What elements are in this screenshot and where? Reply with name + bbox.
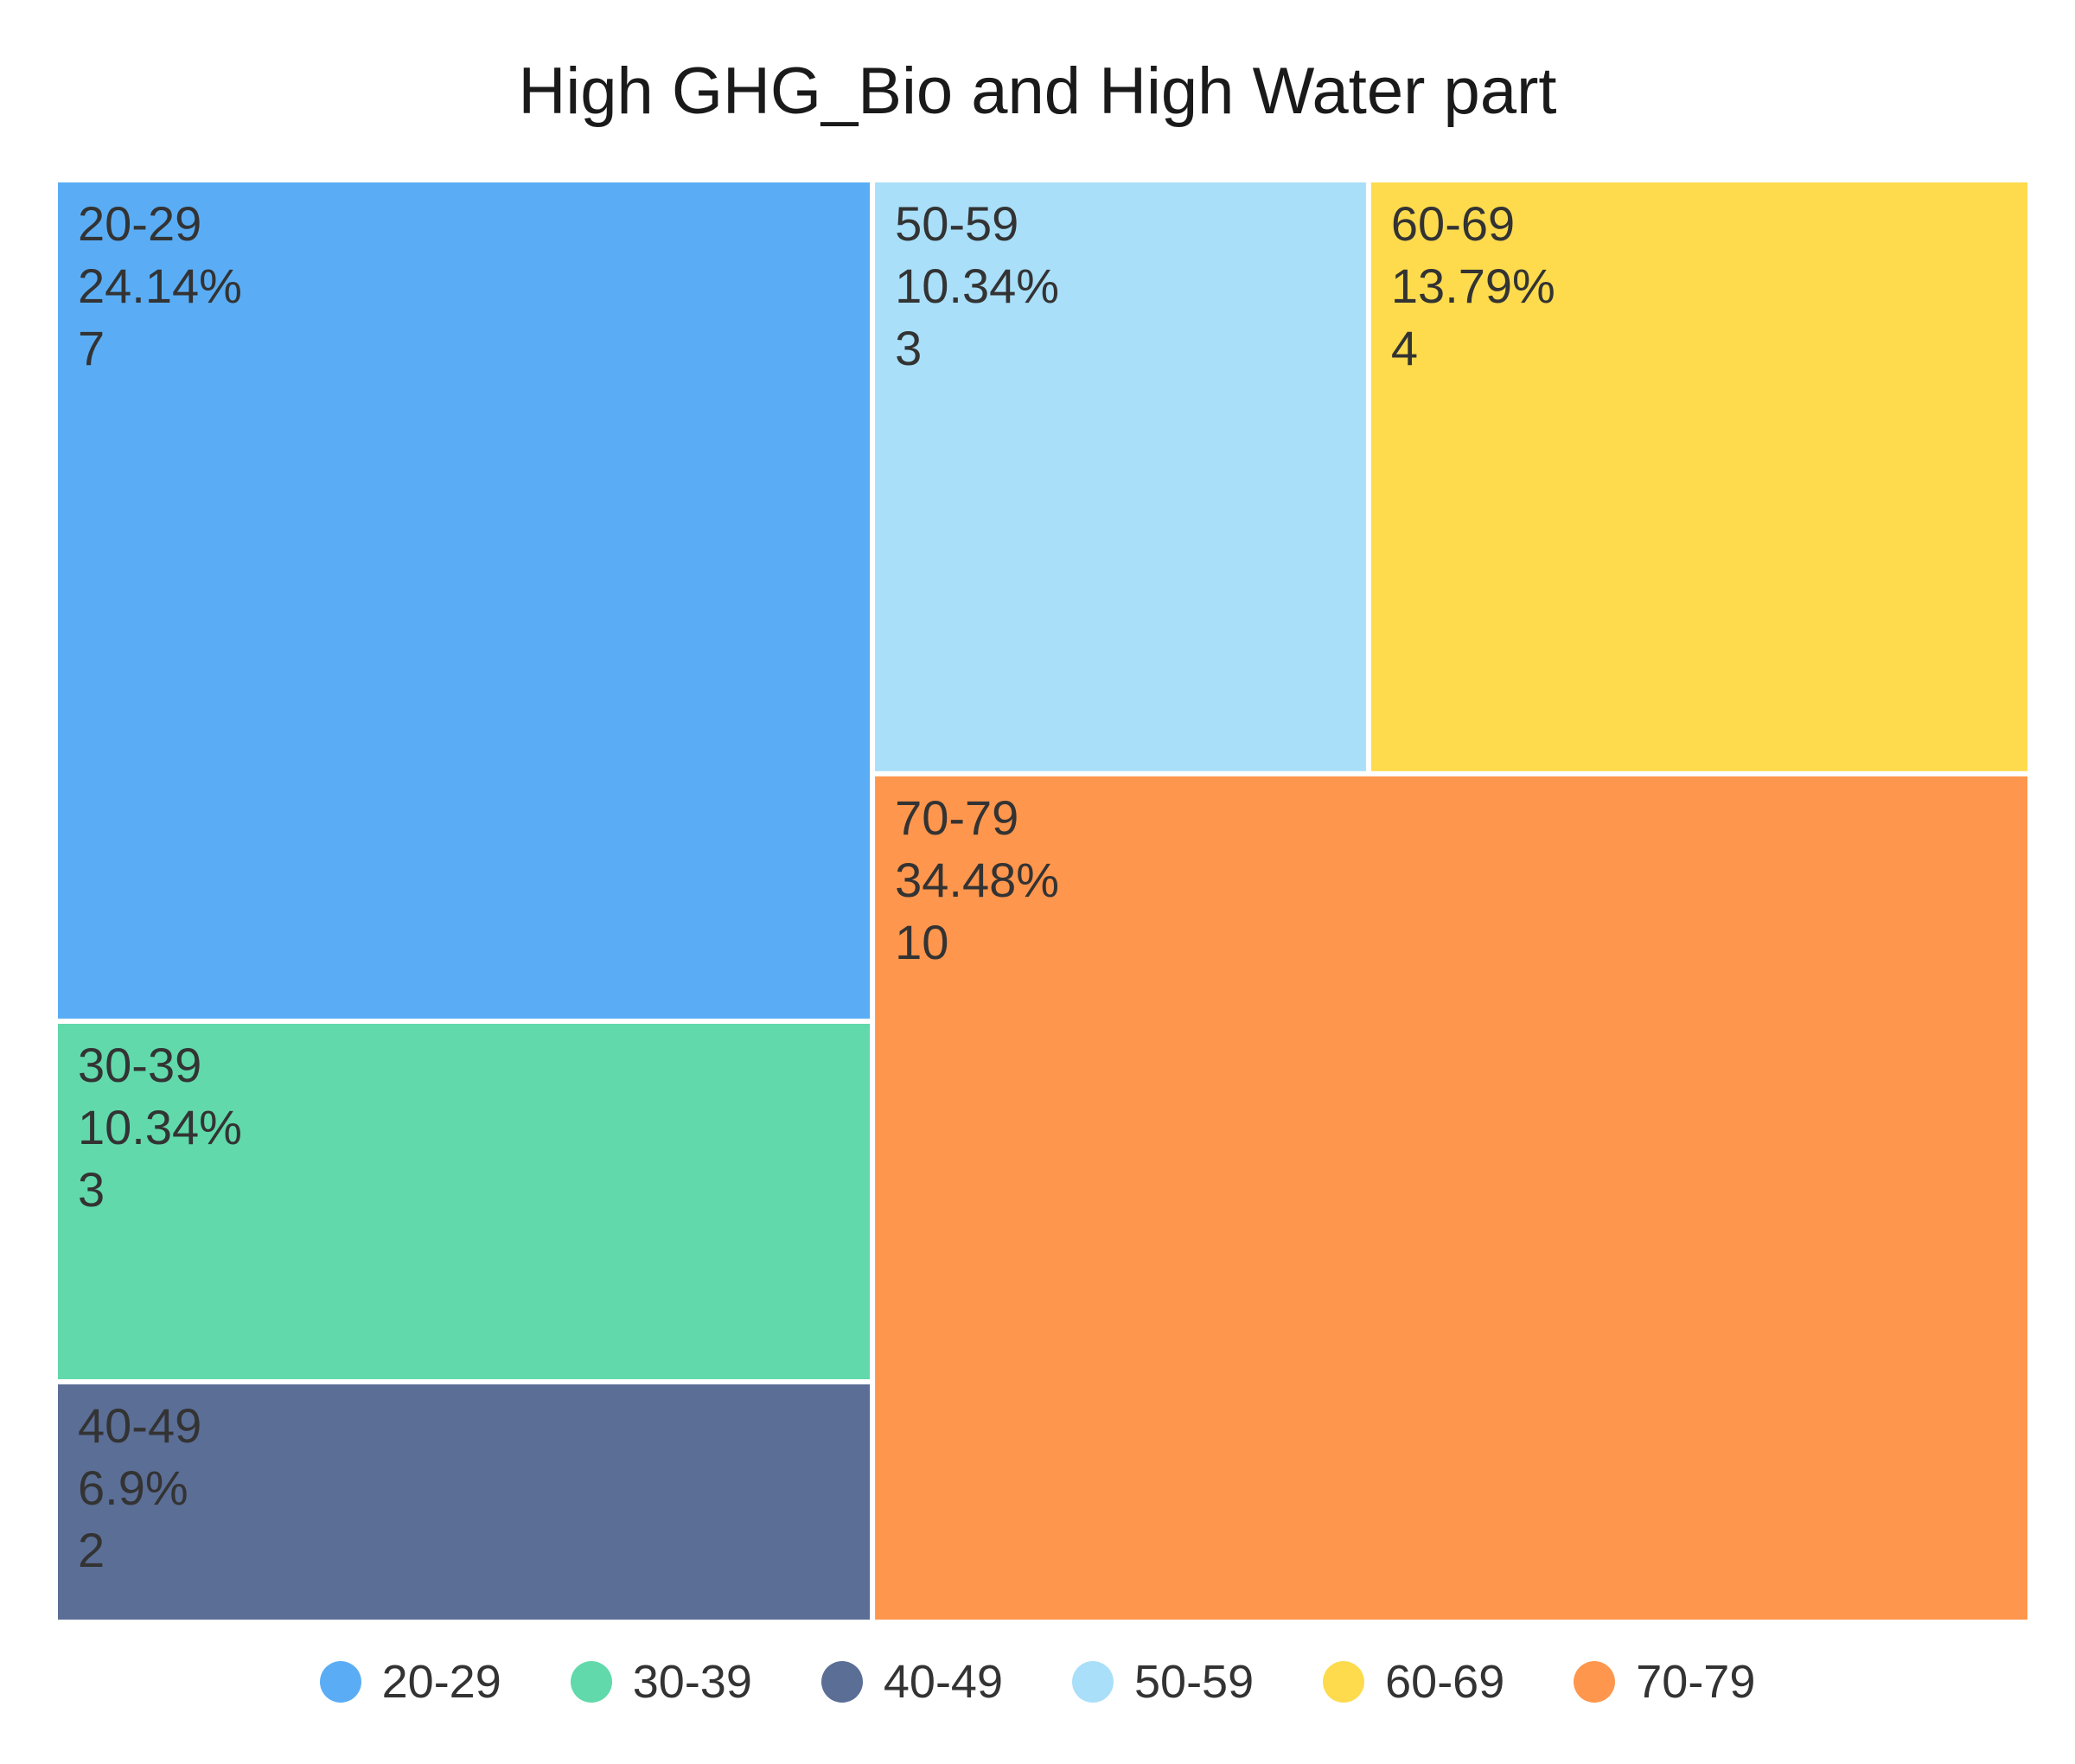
- treemap-cell-20-29: 20-29 24.14% 7: [58, 182, 871, 1019]
- cell-label-name: 20-29: [78, 196, 201, 251]
- legend-label: 60-69: [1385, 1656, 1505, 1708]
- treemap-rect: [58, 1384, 871, 1620]
- legend-label: 30-39: [632, 1656, 752, 1708]
- cell-label-name: 50-59: [895, 196, 1018, 251]
- legend-label: 70-79: [1636, 1656, 1756, 1708]
- cell-label-value: 7: [78, 321, 105, 375]
- treemap-cell-30-39: 30-39 10.34% 3: [58, 1024, 871, 1379]
- cell-label-value: 4: [1391, 321, 1418, 375]
- cell-label-value: 3: [895, 321, 922, 375]
- legend-item-60-69[interactable]: 60-69: [1323, 1655, 1504, 1709]
- legend-marker: [1323, 1661, 1365, 1703]
- cell-label-name: 60-69: [1391, 196, 1515, 251]
- legend-marker: [1574, 1661, 1616, 1703]
- legend-marker: [319, 1661, 361, 1703]
- legend-marker: [570, 1661, 612, 1703]
- cell-label-percent: 34.48%: [895, 853, 1059, 907]
- treemap-rect: [875, 182, 1366, 771]
- legend-item-50-59[interactable]: 50-59: [1072, 1655, 1254, 1709]
- cell-label-percent: 10.34%: [78, 1100, 242, 1154]
- cell-label-name: 70-79: [895, 790, 1018, 845]
- legend-label: 40-49: [883, 1656, 1003, 1708]
- treemap-rect: [58, 182, 871, 1019]
- treemap-cell-50-59: 50-59 10.34% 3: [875, 182, 1366, 771]
- treemap-rect: [58, 1024, 871, 1379]
- cell-label-percent: 24.14%: [78, 259, 242, 313]
- cell-label-name: 30-39: [78, 1038, 201, 1092]
- legend-label: 20-29: [381, 1656, 501, 1708]
- legend-item-30-39[interactable]: 30-39: [570, 1655, 752, 1709]
- cell-label-percent: 6.9%: [78, 1460, 188, 1515]
- chart-legend: 20-29 30-39 40-49 50-59 60-69 70-79: [0, 1643, 2075, 1721]
- treemap-rect: [1370, 182, 2027, 771]
- cell-label-value: 3: [78, 1162, 105, 1217]
- legend-label: 50-59: [1134, 1656, 1255, 1708]
- treemap-cell-60-69: 60-69 13.79% 4: [1370, 182, 2027, 771]
- treemap-rect: [875, 776, 2027, 1620]
- treemap-cell-70-79: 70-79 34.48% 10: [875, 776, 2027, 1620]
- treemap-cell-40-49: 40-49 6.9% 2: [58, 1384, 871, 1620]
- legend-item-70-79[interactable]: 70-79: [1574, 1655, 1755, 1709]
- cell-label-percent: 10.34%: [895, 259, 1059, 313]
- legend-item-20-29[interactable]: 20-29: [319, 1655, 501, 1709]
- cell-label-value: 10: [895, 915, 948, 969]
- chart-title: High GHG_Bio and High Water part: [518, 54, 1557, 128]
- legend-marker: [820, 1661, 863, 1703]
- legend-marker: [1072, 1661, 1114, 1703]
- legend-item-40-49[interactable]: 40-49: [820, 1655, 1003, 1709]
- cell-label-name: 40-49: [78, 1398, 201, 1453]
- cell-label-percent: 13.79%: [1391, 259, 1555, 313]
- cell-label-value: 2: [78, 1523, 105, 1577]
